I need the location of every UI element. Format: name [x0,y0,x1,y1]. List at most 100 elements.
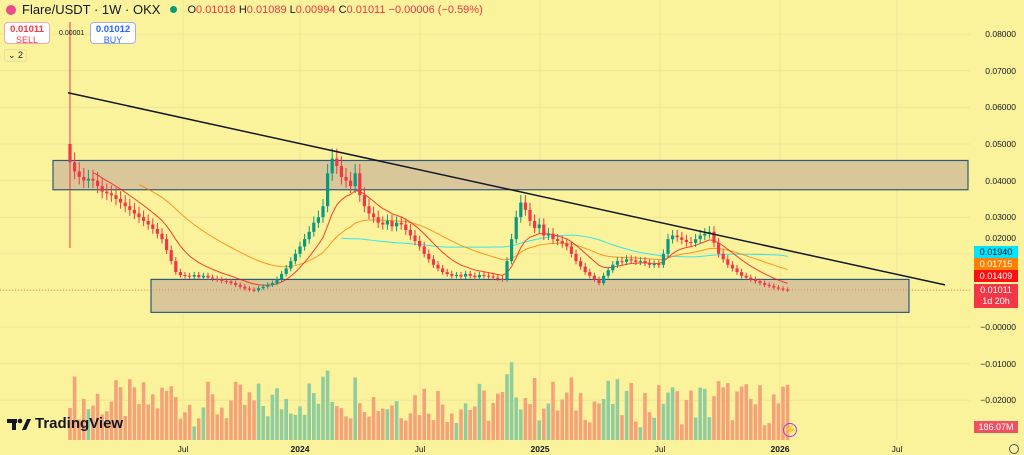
volume-bar [698,387,702,440]
candle-body [689,242,693,244]
volume-bar [468,409,472,440]
volume-bar [776,403,781,440]
candle-body [280,273,284,280]
trendline [67,92,946,286]
candle-body [284,268,288,274]
volume-bar [680,424,684,440]
candle-body [661,253,665,265]
moving-average-line [341,234,788,258]
volume-bar [597,403,601,440]
ma-tag-red: 0.01409 [974,270,1018,282]
volume-bar [210,394,215,440]
tradingview-logo: TradingView [7,415,123,432]
volume-bar [749,398,753,440]
candle-body [335,158,339,166]
candle-body [215,278,219,280]
volume-bar [638,427,643,440]
candle-body [349,180,353,187]
volume-bar [302,414,307,440]
volume-bar [735,391,739,440]
candle-body [487,275,491,277]
volume-bar [243,404,247,440]
candle-body [174,261,178,273]
volume-bar [335,406,339,440]
price-tick-label: −0.02000 [980,395,1016,406]
settings-icon[interactable] [1009,444,1019,454]
candle-body [404,224,408,231]
indicators-toggle[interactable]: ⌄ 2 [4,49,28,62]
volume-bar [611,403,615,440]
candle-body [298,246,302,254]
volume-bar [666,392,670,440]
candle-body [491,276,495,278]
volume-bar [652,417,656,440]
volume-bar [178,418,183,440]
candle-body [680,237,684,240]
volume-bar [509,362,514,440]
volume-bar [289,413,293,440]
candle-body [505,261,509,280]
candle-body [611,264,615,271]
candle-body [698,235,702,240]
price-tick-label: −0.01000 [980,358,1016,369]
volume-bar [514,397,518,440]
candle-body [427,253,431,260]
candle-body [362,195,366,207]
volume-bar [707,417,712,440]
candle-body [197,275,201,278]
volume-bar [367,416,371,440]
last-price-tag: 0.01011 1d 20h [974,284,1018,308]
candle-body [358,173,362,196]
volume-bar [744,384,748,440]
candle-body [730,264,734,269]
candle-body [247,288,251,290]
price-tick-label: 0.07000 [985,65,1016,76]
symbol-title[interactable]: Flare/USDT · 1W · OKX [22,2,161,17]
volume-bar [275,388,279,440]
candle-body [772,286,776,288]
lightning-icon[interactable]: ⚡ [783,423,797,437]
volume-bar [266,416,270,440]
volume-bar [192,426,196,440]
volume-bar [229,400,233,440]
candle-body [634,260,638,262]
candle-body [602,275,606,284]
candle-body [450,273,454,276]
volume-bar [560,399,564,440]
volume-bar [390,405,394,440]
volume-bar [151,394,155,440]
volume-bar [118,387,123,440]
volume-bar [298,406,302,440]
volume-bar [496,393,500,440]
buy-button[interactable]: 0.01012 BUY [90,22,136,45]
volume-bar [670,387,675,440]
candle-body [533,220,537,229]
volume-bar [68,408,72,440]
candle-body [390,220,394,227]
candle-body [303,239,307,247]
candle-body [266,284,270,287]
volume-bar [174,397,178,440]
candle-body [376,217,380,223]
volume-bar [726,383,730,440]
volume-bar [155,408,160,440]
volume-bar [123,415,127,440]
candle-body [293,253,297,262]
volume-bar [693,417,698,440]
volume-bar [408,413,413,440]
volume-bar [767,423,771,440]
candle-body [717,242,721,254]
volume-bar [215,414,219,440]
price-zone [150,278,910,313]
candle-body [192,275,196,277]
spread-value: 0.00001 [59,30,85,37]
price-zone [52,159,969,191]
candle-body [712,231,716,243]
sell-button[interactable]: 0.01011 SELL [4,22,50,45]
volume-bar [551,381,555,440]
volume-bar [629,382,633,440]
volume-bar [371,397,376,440]
candle-body [684,239,688,243]
volume-bar [132,387,137,440]
